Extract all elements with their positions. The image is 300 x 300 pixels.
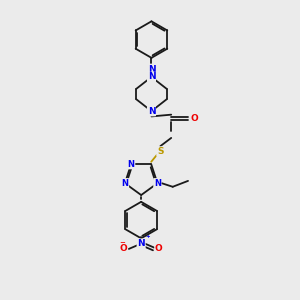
Text: N: N	[148, 106, 155, 116]
Text: −: −	[119, 240, 125, 246]
Text: S: S	[157, 147, 164, 156]
Text: N: N	[154, 179, 161, 188]
Text: N: N	[122, 179, 128, 188]
Text: N: N	[148, 73, 155, 82]
Text: O: O	[155, 244, 163, 253]
Text: N: N	[128, 160, 135, 169]
Text: N: N	[137, 239, 145, 248]
Text: +: +	[145, 234, 150, 239]
Text: O: O	[191, 114, 199, 123]
Text: O: O	[120, 244, 128, 253]
Text: N: N	[148, 65, 155, 74]
